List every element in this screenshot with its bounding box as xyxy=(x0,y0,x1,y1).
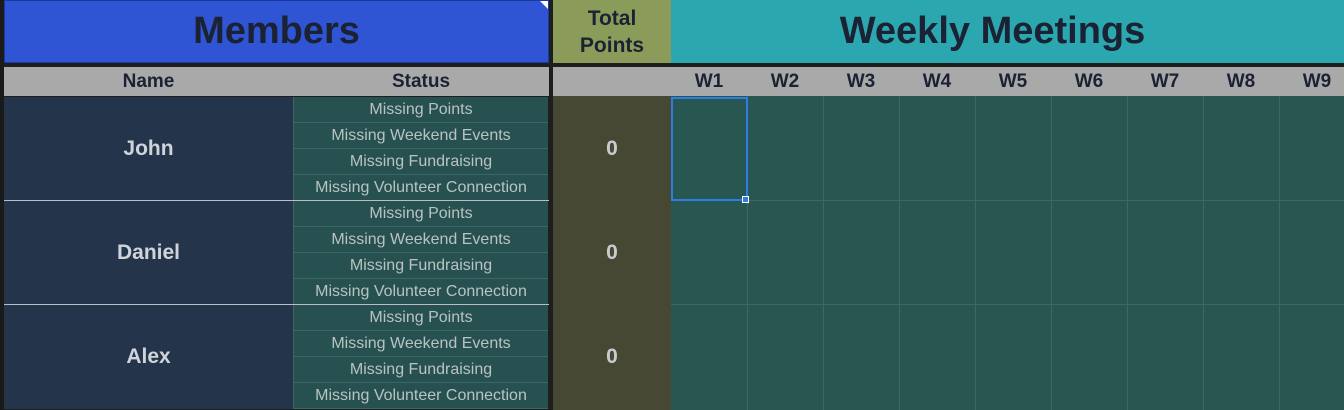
grid-line xyxy=(671,304,1344,305)
status-cell[interactable]: Missing Points xyxy=(293,97,548,123)
total-points-cell[interactable]: 0 xyxy=(553,201,671,305)
status-text: Missing Weekend Events xyxy=(331,230,511,248)
week-header-w2[interactable]: W2 xyxy=(747,67,823,96)
status-cell[interactable]: Missing Fundraising xyxy=(293,357,548,383)
week-header-row xyxy=(671,67,1344,96)
member-name-cell[interactable]: Alex xyxy=(4,305,293,409)
grid-line xyxy=(823,96,824,410)
week-header-w6[interactable]: W6 xyxy=(1051,67,1127,96)
week-header-label: W8 xyxy=(1226,70,1256,92)
grid-line xyxy=(1279,96,1280,410)
week-header-label: W3 xyxy=(846,70,876,92)
status-cell[interactable]: Missing Fundraising xyxy=(293,253,548,279)
status-text: Missing Weekend Events xyxy=(331,334,511,352)
status-cell[interactable]: Missing Weekend Events xyxy=(293,331,548,357)
status-cell[interactable]: Missing Points xyxy=(293,305,548,331)
grid-line xyxy=(899,96,900,410)
status-cell[interactable]: Missing Points xyxy=(293,201,548,227)
status-column-header[interactable]: Status xyxy=(293,67,549,96)
status-text: Missing Fundraising xyxy=(349,360,493,378)
status-cell[interactable]: Missing Volunteer Connection xyxy=(293,279,548,305)
status-text: Missing Volunteer Connection xyxy=(315,386,527,404)
members-header-label: Members xyxy=(193,10,360,52)
status-text: Missing Volunteer Connection xyxy=(315,178,527,196)
total-points-value: 0 xyxy=(606,241,618,264)
week-header-w9[interactable]: W9 xyxy=(1279,67,1344,96)
grid-line xyxy=(1051,96,1052,410)
status-cell[interactable]: Missing Volunteer Connection xyxy=(293,175,548,201)
week-header-w7[interactable]: W7 xyxy=(1127,67,1203,96)
member-name: Alex xyxy=(126,345,171,368)
note-corner-indicator xyxy=(540,1,548,9)
week-header-label: W5 xyxy=(998,70,1028,92)
total-points-subheader-cell[interactable] xyxy=(553,67,671,96)
week-header-w4[interactable]: W4 xyxy=(899,67,975,96)
grid-line xyxy=(671,200,1344,201)
member-divider xyxy=(4,304,549,305)
status-text: Missing Fundraising xyxy=(349,256,493,274)
status-cell[interactable]: Missing Weekend Events xyxy=(293,227,548,253)
member-name-cell[interactable]: John xyxy=(4,97,293,201)
members-header-cell[interactable]: Members xyxy=(4,0,549,63)
member-name: John xyxy=(123,137,174,160)
grid-line xyxy=(1203,96,1204,410)
status-text: Missing Points xyxy=(369,100,473,118)
status-text: Missing Weekend Events xyxy=(331,126,511,144)
status-text: Missing Volunteer Connection xyxy=(315,282,527,300)
grid-line xyxy=(975,96,976,410)
status-cell[interactable]: Missing Volunteer Connection xyxy=(293,383,548,409)
total-points-header-cell[interactable]: Total Points xyxy=(553,0,671,63)
name-column-label: Name xyxy=(122,70,175,92)
total-points-value: 0 xyxy=(606,345,618,368)
row-gutter xyxy=(0,0,4,410)
week-header-label: W4 xyxy=(922,70,952,92)
grid-line xyxy=(1127,96,1128,410)
fill-handle[interactable] xyxy=(742,196,749,203)
total-points-header-label: Total Points xyxy=(579,6,645,57)
total-points-value: 0 xyxy=(606,137,618,160)
status-text: Missing Points xyxy=(369,204,473,222)
weekly-meetings-header-label: Weekly Meetings xyxy=(839,10,1146,52)
status-text: Missing Fundraising xyxy=(349,152,493,170)
total-points-column xyxy=(553,96,671,410)
total-points-cell[interactable]: 0 xyxy=(553,305,671,409)
status-column-label: Status xyxy=(391,70,451,92)
selected-cell-w1-john[interactable] xyxy=(671,97,748,201)
week-header-w1[interactable]: W1 xyxy=(671,67,747,96)
week-header-label: W7 xyxy=(1150,70,1180,92)
member-divider xyxy=(4,200,549,201)
week-header-w3[interactable]: W3 xyxy=(823,67,899,96)
week-header-label: W9 xyxy=(1302,70,1332,92)
weekly-meetings-header-cell[interactable]: Weekly Meetings xyxy=(671,0,1344,63)
week-header-w5[interactable]: W5 xyxy=(975,67,1051,96)
status-text: Missing Points xyxy=(369,308,473,326)
week-header-label: W1 xyxy=(694,70,724,92)
status-cell[interactable]: Missing Weekend Events xyxy=(293,123,548,149)
name-column-header[interactable]: Name xyxy=(4,67,293,96)
status-cell[interactable]: Missing Fundraising xyxy=(293,149,548,175)
week-header-label: W6 xyxy=(1074,70,1104,92)
member-name: Daniel xyxy=(116,241,181,264)
grid-line xyxy=(747,96,748,410)
weekly-meetings-grid xyxy=(671,96,1344,410)
total-points-cell[interactable]: 0 xyxy=(553,97,671,201)
week-header-label: W2 xyxy=(770,70,800,92)
member-name-cell[interactable]: Daniel xyxy=(4,201,293,305)
week-header-w8[interactable]: W8 xyxy=(1203,67,1279,96)
